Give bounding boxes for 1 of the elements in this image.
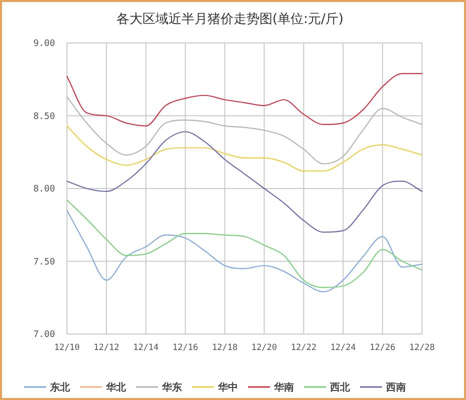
title: 各大区域近半月猪价走势图(单位:元/斤) <box>116 12 344 27</box>
